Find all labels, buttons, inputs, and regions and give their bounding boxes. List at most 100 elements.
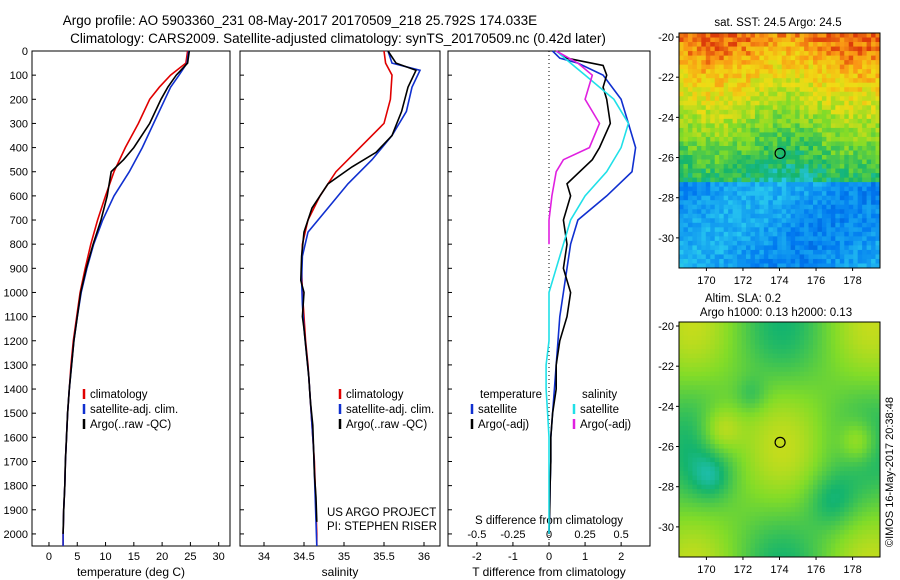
heatmap-cell [830, 507, 836, 513]
heatmap-cell [813, 155, 818, 160]
heatmap-cell [830, 358, 836, 364]
heatmap-cell [701, 425, 707, 431]
heatmap-cell [839, 109, 845, 115]
heatmap-cell [754, 182, 760, 188]
heatmap-cell [821, 109, 827, 115]
heatmap-cell [692, 335, 698, 341]
heatmap-cell [799, 412, 805, 418]
heatmap-cell [857, 96, 863, 102]
heatmap-cell [813, 416, 818, 422]
heatmap-cell [786, 525, 792, 531]
heatmap-cell [763, 376, 769, 382]
heatmap-cell [804, 511, 809, 517]
heatmap-cell [719, 439, 725, 445]
heatmap-cell [790, 430, 796, 436]
heatmap-cell [777, 37, 783, 43]
heatmap-cell [808, 231, 814, 237]
heatmap-cell [746, 525, 751, 531]
heatmap-cell [750, 127, 756, 133]
heatmap-cell [679, 127, 684, 133]
heatmap-cell [683, 132, 689, 138]
heatmap-cell [813, 114, 818, 120]
heatmap-cell [750, 150, 756, 156]
heatmap-cell [746, 344, 751, 350]
heatmap-cell [808, 42, 814, 47]
heatmap-cell [808, 159, 814, 165]
heatmap-cell [795, 177, 800, 183]
heatmap-cell [723, 127, 729, 133]
heatmap-cell [821, 412, 827, 418]
heatmap-cell [737, 236, 742, 242]
x-tick-label: 172 [734, 564, 752, 576]
heatmap-cell [768, 430, 774, 436]
heatmap-cell [808, 425, 814, 431]
heatmap-cell [750, 195, 756, 201]
heatmap-cell [746, 480, 751, 486]
heatmap-cell [804, 204, 809, 210]
heatmap-cell [696, 367, 702, 373]
heatmap-cell [804, 73, 809, 79]
heatmap-cell [737, 421, 742, 427]
heatmap-cell [848, 254, 854, 260]
heatmap-cell [866, 493, 872, 499]
heatmap-cell [737, 335, 742, 341]
heatmap-cell [844, 177, 850, 183]
heatmap-cell [772, 349, 778, 355]
heatmap-cell [728, 249, 733, 255]
heatmap-cell [795, 37, 800, 43]
heatmap-cell [719, 349, 725, 355]
heatmap-cell [732, 475, 738, 481]
heatmap-cell [866, 389, 872, 395]
heatmap-cell [687, 69, 693, 75]
heatmap-cell [768, 186, 774, 192]
heatmap-cell [710, 367, 716, 373]
heatmap-cell [750, 412, 756, 418]
heatmap-cell [871, 164, 876, 169]
heatmap-cell [804, 231, 809, 237]
heatmap-cell [696, 42, 702, 47]
heatmap-cell [862, 489, 867, 495]
heatmap-cell [795, 73, 800, 79]
heatmap-cell [741, 326, 747, 332]
y-tick-label: 1700 [4, 456, 28, 468]
heatmap-cell [701, 394, 707, 400]
heatmap-cell [746, 168, 751, 174]
heatmap-cell [808, 335, 814, 341]
heatmap-cell [714, 353, 720, 359]
heatmap-cell [826, 457, 832, 463]
heatmap-cell [696, 191, 702, 197]
heatmap-cell [862, 141, 867, 147]
heatmap-cell [768, 164, 774, 169]
heatmap-cell [813, 398, 818, 404]
heatmap-cell [679, 155, 684, 160]
heatmap-cell [728, 118, 733, 124]
heatmap-cell [719, 191, 725, 197]
heatmap-cell [728, 105, 733, 111]
heatmap-cell [844, 51, 850, 56]
heatmap-cell [763, 489, 769, 495]
heatmap-cell [710, 141, 716, 147]
heatmap-cell [813, 168, 818, 174]
heatmap-cell [799, 471, 805, 477]
heatmap-cell [687, 421, 693, 427]
heatmap-cell [875, 493, 881, 499]
heatmap-cell [701, 538, 707, 544]
heatmap-cell [763, 335, 769, 341]
heatmap-cell [866, 96, 872, 102]
heatmap-cell [737, 362, 742, 368]
heatmap-cell [848, 362, 854, 368]
heatmap-cell [871, 362, 876, 368]
top-tick-label: -0.25 [500, 529, 525, 541]
heatmap-cell [692, 475, 698, 481]
heatmap-cell [817, 376, 823, 382]
heatmap-cell [844, 434, 850, 440]
heatmap-cell [710, 240, 716, 246]
heatmap-cell [799, 507, 805, 513]
heatmap-cell [705, 489, 711, 495]
heatmap-cell [696, 371, 702, 377]
heatmap-cell [866, 529, 872, 535]
heatmap-cell [839, 457, 845, 463]
heatmap-cell [835, 204, 841, 210]
heatmap-cell [853, 123, 859, 129]
heatmap-cell [768, 462, 774, 468]
